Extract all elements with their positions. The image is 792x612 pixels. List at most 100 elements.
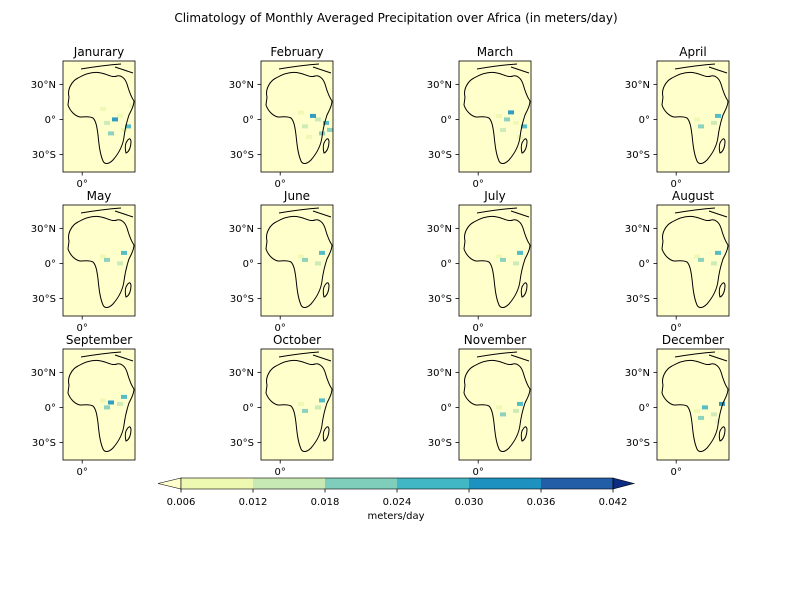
madagascar-coastline <box>322 138 330 154</box>
map-background <box>657 349 729 460</box>
precip-cell <box>517 250 523 255</box>
y-tick-label: 30°S <box>32 438 56 449</box>
precip-cell <box>513 261 519 266</box>
y-tick-label: 30°S <box>32 150 56 161</box>
precip-cell <box>698 415 704 420</box>
precip-cell <box>694 117 700 122</box>
coastline <box>67 71 135 164</box>
x-tick-label: 0° <box>77 179 88 190</box>
map-panel: April 30°N 0° 30°S 0° <box>625 45 730 190</box>
panel-title: August <box>672 189 714 203</box>
x-tick-label: 0° <box>473 323 484 334</box>
coastline <box>265 359 333 452</box>
y-tick-label: 30°N <box>31 224 56 235</box>
y-tick-label: 0° <box>45 403 56 414</box>
y-tick-label: 0° <box>441 115 452 126</box>
y-tick-label: 30°S <box>428 150 452 161</box>
y-tick-label: 30°N <box>427 224 452 235</box>
precip-cell <box>306 134 312 139</box>
precip-cell <box>500 257 506 262</box>
y-tick-label: 30°S <box>626 150 650 161</box>
coastline-north <box>80 63 134 74</box>
precip-cell <box>112 117 118 122</box>
x-tick-label: 0° <box>275 179 286 190</box>
precip-cell <box>496 113 502 118</box>
y-tick-label: 0° <box>441 259 452 270</box>
map-panel: June 30°N 0° 30°S 0° <box>229 189 334 334</box>
coastline <box>463 215 531 308</box>
precip-cell <box>504 117 510 122</box>
precip-cell <box>715 113 721 118</box>
y-tick-label: 30°N <box>31 368 56 379</box>
y-tick-label: 30°N <box>625 224 650 235</box>
precip-cell <box>100 106 106 111</box>
y-tick-label: 30°N <box>229 368 254 379</box>
precip-cell <box>711 412 717 417</box>
precip-cell <box>302 257 308 262</box>
precip-cell <box>319 131 325 136</box>
panel-title: April <box>679 45 706 59</box>
colorbar-under-arrow <box>157 477 182 490</box>
precip-cell <box>694 254 700 259</box>
precip-cell <box>702 405 708 410</box>
coastline-north <box>278 63 332 74</box>
coastline <box>265 215 333 308</box>
colorbar-tick-label: 0.018 <box>311 497 340 508</box>
precip-cell <box>104 257 110 262</box>
precip-cell <box>117 261 123 266</box>
map-frame <box>260 60 334 173</box>
colorbar-segment <box>469 478 542 489</box>
precip-cell <box>517 401 523 406</box>
y-tick-label: 30°S <box>230 438 254 449</box>
map-background <box>63 349 135 460</box>
y-tick-label: 0° <box>45 115 56 126</box>
y-tick-label: 0° <box>243 115 254 126</box>
y-tick-label: 30°N <box>31 80 56 91</box>
precip-cell <box>319 398 325 403</box>
colorbar-tick-label: 0.024 <box>383 497 412 508</box>
panel-title: November <box>464 333 526 347</box>
map-panel: November 30°N 0° 30°S 0° <box>427 333 532 478</box>
map-background <box>459 205 531 316</box>
panel-title: March <box>477 45 514 59</box>
coastline <box>661 359 729 452</box>
map-background <box>261 205 333 316</box>
map-frame <box>656 60 730 173</box>
coastline <box>463 71 531 164</box>
colorbar-tick-label: 0.042 <box>599 497 628 508</box>
precip-cell <box>315 405 321 410</box>
colorbar-segment <box>253 478 326 489</box>
panel-title: October <box>273 333 321 347</box>
colorbar-segment <box>397 478 470 489</box>
precip-cell <box>715 419 721 424</box>
coastline-north <box>674 207 728 218</box>
madagascar-coastline <box>322 282 330 298</box>
precip-cell <box>319 250 325 255</box>
madagascar-coastline <box>322 426 330 442</box>
colorbar-tick-label: 0.030 <box>455 497 484 508</box>
madagascar-coastline <box>520 426 528 442</box>
y-tick-label: 0° <box>639 403 650 414</box>
map-frame <box>458 60 532 173</box>
precip-cell <box>711 120 717 125</box>
precip-cell <box>121 127 127 132</box>
y-tick-label: 0° <box>639 115 650 126</box>
panel-title: May <box>87 189 112 203</box>
precip-cell <box>117 401 123 406</box>
map-background <box>261 349 333 460</box>
colorbar-segment <box>181 478 254 489</box>
precip-cell <box>104 405 110 410</box>
map-background <box>459 61 531 172</box>
panel-title: December <box>662 333 724 347</box>
precip-cell <box>698 124 704 129</box>
coastline-north <box>278 207 332 218</box>
madagascar-coastline <box>520 282 528 298</box>
map-panel: September 30°N 0° 30°S 0° <box>31 333 136 478</box>
y-tick-label: 30°S <box>230 150 254 161</box>
madagascar-coastline <box>718 426 726 442</box>
map-background <box>63 61 135 172</box>
coastline-north <box>476 63 530 74</box>
coastline-north <box>674 63 728 74</box>
y-tick-label: 30°N <box>625 368 650 379</box>
map-frame <box>656 348 730 461</box>
